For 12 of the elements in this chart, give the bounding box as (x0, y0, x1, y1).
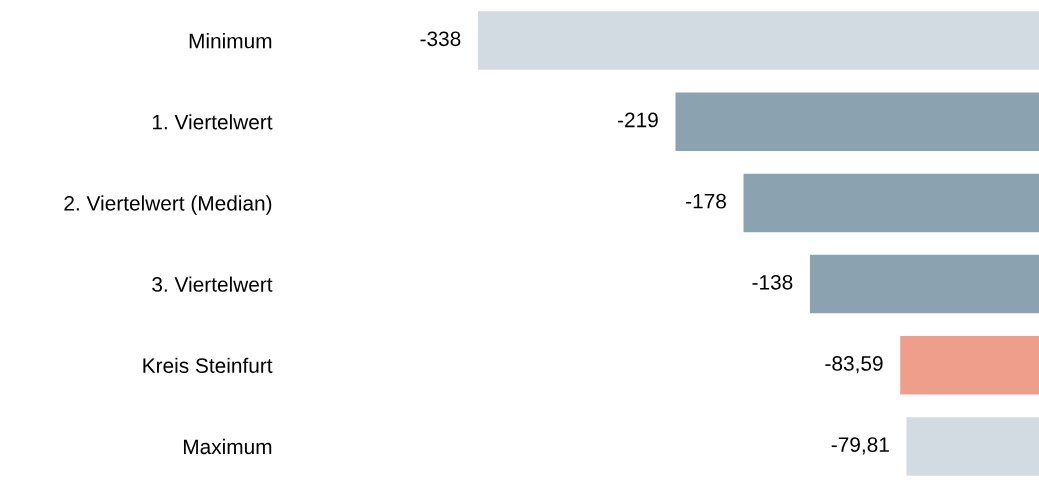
y-tick-label: 1. Viertelwert (152, 114, 273, 130)
data-label: -138 (752, 274, 793, 290)
y-tick-label: Minimum (189, 33, 272, 49)
data-label: -338 (420, 31, 461, 47)
data-label: -83,59 (825, 356, 883, 374)
data-label: -178 (686, 193, 726, 209)
data-label: -219 (618, 112, 658, 128)
y-tick-label: Kreis Steinfurt (143, 357, 273, 373)
y-tick-label: 3. Viertelwert (152, 276, 273, 292)
y-tick-label: Maximum (183, 438, 272, 455)
data-label: -79,81 (831, 437, 889, 455)
y-tick-label: 2. Viertelwert (Median) (64, 195, 272, 215)
